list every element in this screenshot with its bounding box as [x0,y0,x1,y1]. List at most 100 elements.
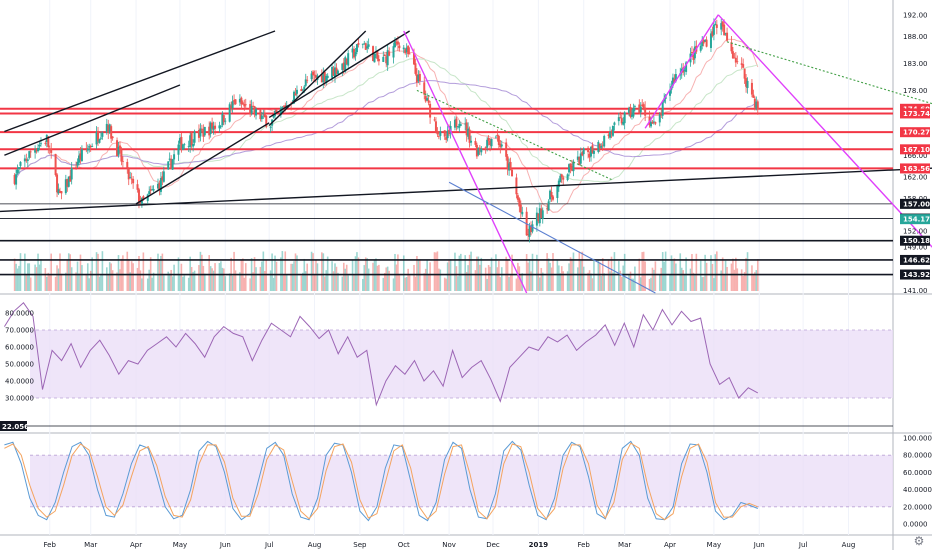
candle-body [214,125,217,129]
price-tag[interactable]: 150.18 [900,235,930,246]
candle-body [693,46,696,59]
candle-body [731,51,734,59]
candle [177,140,180,162]
candle [120,146,123,166]
time-tick-label: Feb [44,541,57,549]
volume-bar [167,271,170,291]
candle [660,108,663,119]
price-tag[interactable]: 163.56 [900,163,930,174]
volume-bar [443,277,446,291]
candle-body [108,124,111,133]
volume-bar [578,251,581,291]
volume-bar [211,268,213,291]
volume-bar [79,254,82,291]
candle-body [753,98,756,108]
volume-bar [525,254,528,291]
volume-bar [527,262,529,291]
volume-bar [546,253,548,291]
volume-bar [107,274,110,291]
volume-bar [417,259,420,291]
price-tag-box [900,198,930,209]
volume-bar [141,278,143,291]
candle [393,37,396,48]
candle [99,131,102,140]
volume-bar [486,278,488,291]
volume-bar [283,274,285,291]
candle-body [478,147,481,151]
candle-body [711,31,714,36]
rsi-tick-label: 80.0000 [5,310,34,318]
price-tag[interactable]: 167.10 [900,144,930,155]
candle [581,150,584,157]
candle [632,103,635,119]
candle-body [202,128,205,137]
candle [183,142,186,150]
price-tick-label: 192.00 [903,11,928,19]
candle-body [467,128,470,137]
candle-body [756,101,759,110]
volume-bar [723,275,725,291]
gear-icon[interactable]: ⚙ [913,534,925,548]
volume-bar [641,252,644,291]
volume-bar [506,259,509,291]
candle [373,53,376,63]
candle-body [408,53,411,55]
candle-body [364,43,367,50]
price-tag-label: 163.56 [903,165,930,173]
candle-body [638,104,641,113]
candle [468,126,471,148]
candle-body [159,177,162,192]
volume-bar [754,272,756,291]
candle [439,126,442,141]
candle [178,134,181,149]
candle-body [639,106,642,113]
volume-bar [515,278,518,291]
volume-bar [439,269,442,291]
candle [16,164,19,176]
candle-body [200,129,203,131]
candle [601,141,604,152]
price-tag[interactable]: 154.17 [900,214,930,225]
candle-body [641,104,644,106]
candle-body [97,130,100,142]
volume-bar [138,255,140,291]
volume-bar [541,272,544,291]
candle-body [720,23,723,30]
candle-body [224,120,227,122]
volume-bar [95,252,98,291]
candle-body [361,43,364,45]
candle [85,142,88,153]
volume-bar [397,254,399,291]
candle-body [60,191,63,194]
price-tag[interactable]: 173.74 [900,108,930,119]
candle-body [673,78,676,83]
price-tag[interactable]: 170.27 [900,127,930,138]
candle-body [407,45,410,55]
price-tag[interactable]: 143.92 [900,269,930,280]
candle-body [85,148,88,150]
volume-bar [682,270,684,291]
volume-bar [157,253,159,291]
candle-body [590,146,593,157]
volume-bar [651,267,654,291]
volume-bar [26,263,29,291]
candle-body [243,104,246,107]
candle-body [494,136,497,138]
volume-bar [126,251,129,291]
price-tag[interactable]: 157.00 [900,198,930,209]
price-tag-label: 154.17 [903,216,930,224]
candle [705,36,708,48]
volume-bar [281,251,284,291]
candle-body [156,183,159,189]
volume-bar [38,264,41,291]
candle [405,43,408,58]
price-tag[interactable]: 146.62 [900,254,930,265]
candle [382,51,385,63]
candle [58,187,61,193]
candle-body [180,136,183,150]
volume-bar [695,253,698,291]
volume-bar [139,270,142,291]
candle [578,156,581,166]
volume-bar [487,265,490,291]
